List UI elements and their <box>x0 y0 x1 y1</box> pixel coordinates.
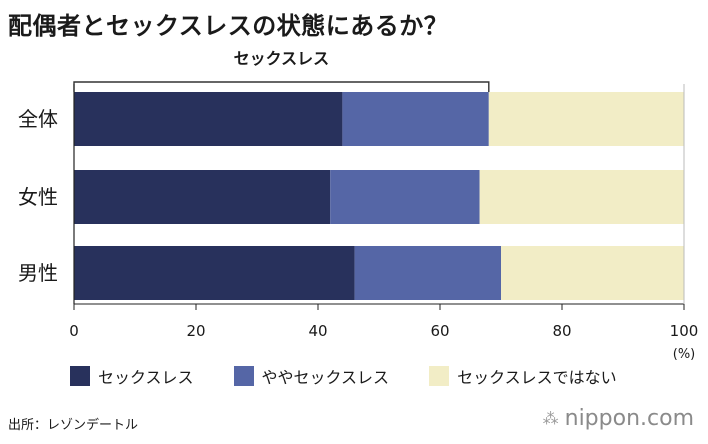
x-tick-label: 40 <box>308 322 327 340</box>
bar-女性-0 <box>74 170 331 224</box>
x-unit-label: (%) <box>673 347 696 362</box>
x-tick-label: 20 <box>186 322 205 340</box>
legend-label-somewhat: ややセックスレス <box>261 368 390 387</box>
legend-swatch-not <box>429 366 450 386</box>
bar-全体-1 <box>342 92 489 146</box>
nippon-logo-icon: ⁂ <box>542 409 559 428</box>
category-label: 男性 <box>18 261 58 285</box>
category-label: 女性 <box>18 185 58 209</box>
legend-item-somewhat: ややセックスレス <box>233 364 390 388</box>
bar-男性-0 <box>74 246 355 300</box>
brand-logo: ⁂ nippon.com <box>543 406 694 431</box>
legend-item-not: セックスレスではない <box>429 364 617 388</box>
x-tick-label: 100 <box>670 322 699 340</box>
bar-女性-2 <box>479 170 684 224</box>
bar-男性-1 <box>354 246 501 300</box>
bar-全体-0 <box>74 92 343 146</box>
legend-swatch-somewhat <box>233 366 254 386</box>
bar-全体-2 <box>488 92 684 146</box>
legend: セックスレス ややセックスレス セックスレスではない <box>70 364 639 388</box>
category-label: 全体 <box>18 107 58 131</box>
legend-item-sexless: セックスレス <box>70 364 194 388</box>
chart-title: 配偶者とセックスレスの状態にあるか？ <box>8 12 449 40</box>
bar-女性-1 <box>330 170 480 224</box>
bracket-label: セックスレス <box>234 49 330 68</box>
x-tick-label: 0 <box>69 322 79 340</box>
x-tick-label: 80 <box>552 322 571 340</box>
legend-label-sexless: セックスレス <box>98 368 194 387</box>
bracket <box>73 81 490 92</box>
brand-text: nippon.com <box>564 406 694 431</box>
legend-swatch-sexless <box>70 366 90 386</box>
legend-label-not: セックスレスではない <box>457 368 617 387</box>
bar-男性-2 <box>501 246 684 300</box>
source-note: 出所：レゾンデートル <box>8 418 139 433</box>
x-tick-label: 60 <box>430 322 449 340</box>
